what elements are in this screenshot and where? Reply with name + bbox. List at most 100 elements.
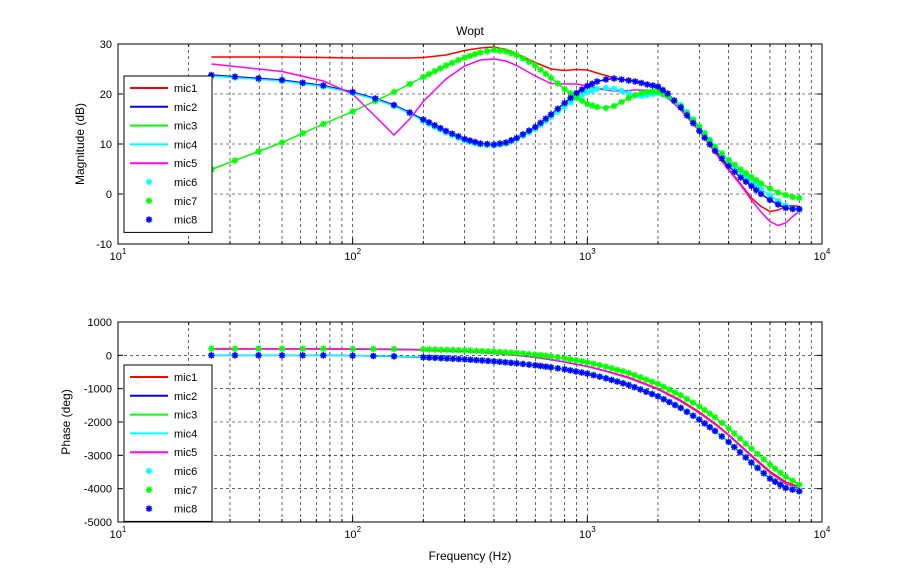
- magnitude-marker-mic8: [372, 95, 379, 102]
- magnitude-marker-mic8: [525, 127, 533, 134]
- magnitude-marker-mic8: [584, 82, 591, 90]
- phase-marker-mic8: [782, 484, 789, 492]
- magnitude-marker-mic7: [602, 104, 610, 112]
- magnitude-marker-mic8: [537, 119, 544, 127]
- magnitude-marker-mic7: [278, 139, 286, 146]
- phase-marker-mic8: [255, 352, 262, 359]
- phase-legend-entry[interactable]: mic1: [130, 372, 197, 384]
- phase-marker-mic8: [502, 359, 509, 366]
- magnitude-marker-mic8: [711, 147, 719, 155]
- magnitude-legend-entry[interactable]: mic8: [145, 215, 197, 227]
- magnitude-marker-mic7: [796, 194, 803, 202]
- magnitude-legend-entry[interactable]: mic1: [130, 83, 197, 95]
- magnitude-legend-entry[interactable]: mic7: [145, 196, 197, 208]
- magnitude-marker-mic8: [644, 81, 651, 88]
- phase-marker-mic8: [467, 356, 474, 363]
- magnitude-marker-mic6: [618, 87, 625, 95]
- magnitude-marker-mic8: [602, 76, 610, 83]
- magnitude-series-markers-mic7: [208, 46, 803, 202]
- magnitude-marker-mic8: [718, 155, 726, 162]
- phase-marker-mic8: [718, 433, 726, 440]
- phase-marker-mic7: [255, 345, 262, 352]
- phase-marker-mic7: [572, 357, 580, 364]
- phase-legend-entry[interactable]: mic2: [130, 391, 197, 403]
- magnitude-marker-mic8: [654, 83, 662, 90]
- magnitude-plot: -10 0 10 20 30 101 102 103 104 Wopt Magnitude (d…: [73, 24, 831, 263]
- phase-legend-entry[interactable]: mic7: [145, 485, 197, 497]
- phase-marker-mic8: [677, 404, 684, 412]
- phase-marker-mic7: [484, 348, 492, 355]
- phase-marker-mic7: [660, 383, 667, 391]
- phase-marker-mic8: [584, 370, 591, 377]
- magnitude-marker-mic7: [547, 74, 555, 82]
- magnitude-marker-mic8: [659, 86, 667, 94]
- magnitude-y-tick-label: 10: [100, 139, 112, 151]
- phase-x-tick-label: 101: [110, 525, 127, 541]
- phase-marker-mic8: [671, 401, 679, 409]
- phase-y-tick-label: -4000: [84, 484, 112, 496]
- phase-marker-mic8: [731, 443, 738, 451]
- magnitude-legend[interactable]: mic1 mic2 mic3 mic4 mic5 mic6 mic7 mic8: [123, 75, 213, 233]
- phase-y-tick-label: -2000: [84, 417, 112, 429]
- magnitude-marker-mic8: [737, 174, 744, 181]
- phase-legend-entry[interactable]: mic6: [145, 466, 197, 478]
- magnitude-marker-mic8: [725, 162, 732, 170]
- phase-marker-mic7: [467, 347, 474, 354]
- magnitude-legend-label: mic6: [174, 177, 197, 189]
- magnitude-marker-mic7: [644, 88, 651, 96]
- phase-marker-mic7: [706, 410, 713, 417]
- magnitude-marker-mic8: [483, 140, 491, 148]
- phase-marker-mic7: [796, 481, 803, 488]
- phase-legend-label: mic6: [174, 466, 197, 478]
- magnitude-marker-mic7: [508, 50, 515, 57]
- phase-marker-mic7: [420, 346, 427, 353]
- phase-marker-mic8: [689, 412, 697, 419]
- phase-marker-mic7: [525, 350, 533, 358]
- magnitude-marker-mic7: [483, 48, 491, 55]
- magnitude-title: Wopt: [456, 24, 484, 38]
- phase-marker-mic8: [706, 424, 713, 431]
- phase-marker-mic8: [637, 386, 644, 393]
- magnitude-marker-mic7: [406, 80, 413, 88]
- magnitude-series: [208, 46, 803, 227]
- phase-marker-mic7: [748, 445, 755, 452]
- magnitude-series-markers-mic8: [208, 71, 803, 213]
- magnitude-marker-mic7: [477, 49, 484, 56]
- magnitude-marker-mic8: [513, 134, 520, 142]
- phase-marker-mic8: [473, 356, 480, 364]
- phase-marker-mic7: [625, 369, 632, 377]
- magnitude-y-tick-label: -10: [96, 239, 112, 251]
- phase-marker-mic8: [590, 372, 597, 379]
- phase-marker-mic7: [449, 346, 457, 354]
- magnitude-legend-swatch: [145, 178, 153, 186]
- phase-marker-mic8: [602, 375, 610, 382]
- phase-marker-mic7: [608, 365, 615, 372]
- magnitude-legend-entry[interactable]: mic5: [130, 158, 197, 170]
- phase-legend[interactable]: mic1 mic2 mic3 mic4 mic5 mic6 mic7 mic8: [123, 364, 213, 522]
- magnitude-marker-mic8: [689, 119, 697, 127]
- magnitude-x-tick-label: 103: [579, 247, 596, 263]
- phase-legend-entry[interactable]: mic3: [130, 410, 197, 422]
- phase-marker-mic8: [648, 390, 656, 398]
- phase-marker-mic7: [689, 399, 697, 406]
- magnitude-marker-mic8: [625, 77, 632, 84]
- magnitude-marker-mic7: [455, 56, 462, 64]
- magnitude-marker-mic8: [420, 116, 427, 123]
- magnitude-legend-entry[interactable]: mic4: [130, 139, 197, 151]
- magnitude-legend-entry[interactable]: mic2: [130, 102, 197, 114]
- magnitude-marker-mic8: [618, 76, 625, 83]
- phase-legend-entry[interactable]: mic4: [130, 428, 197, 440]
- phase-legend-entry[interactable]: mic8: [145, 504, 197, 516]
- magnitude-marker-mic8: [677, 104, 684, 111]
- phase-legend-entry[interactable]: mic5: [130, 447, 197, 459]
- phase-marker-mic8: [525, 361, 533, 368]
- magnitude-legend-entry[interactable]: mic6: [145, 177, 197, 189]
- phase-marker-mic8: [484, 357, 492, 365]
- magnitude-marker-mic7: [766, 185, 774, 192]
- phase-marker-mic7: [231, 345, 239, 352]
- phase-marker-mic8: [320, 352, 327, 359]
- magnitude-legend-entry[interactable]: mic3: [130, 121, 197, 133]
- magnitude-marker-mic8: [437, 124, 444, 132]
- phase-marker-mic8: [701, 420, 708, 427]
- magnitude-legend-swatch: [145, 197, 153, 204]
